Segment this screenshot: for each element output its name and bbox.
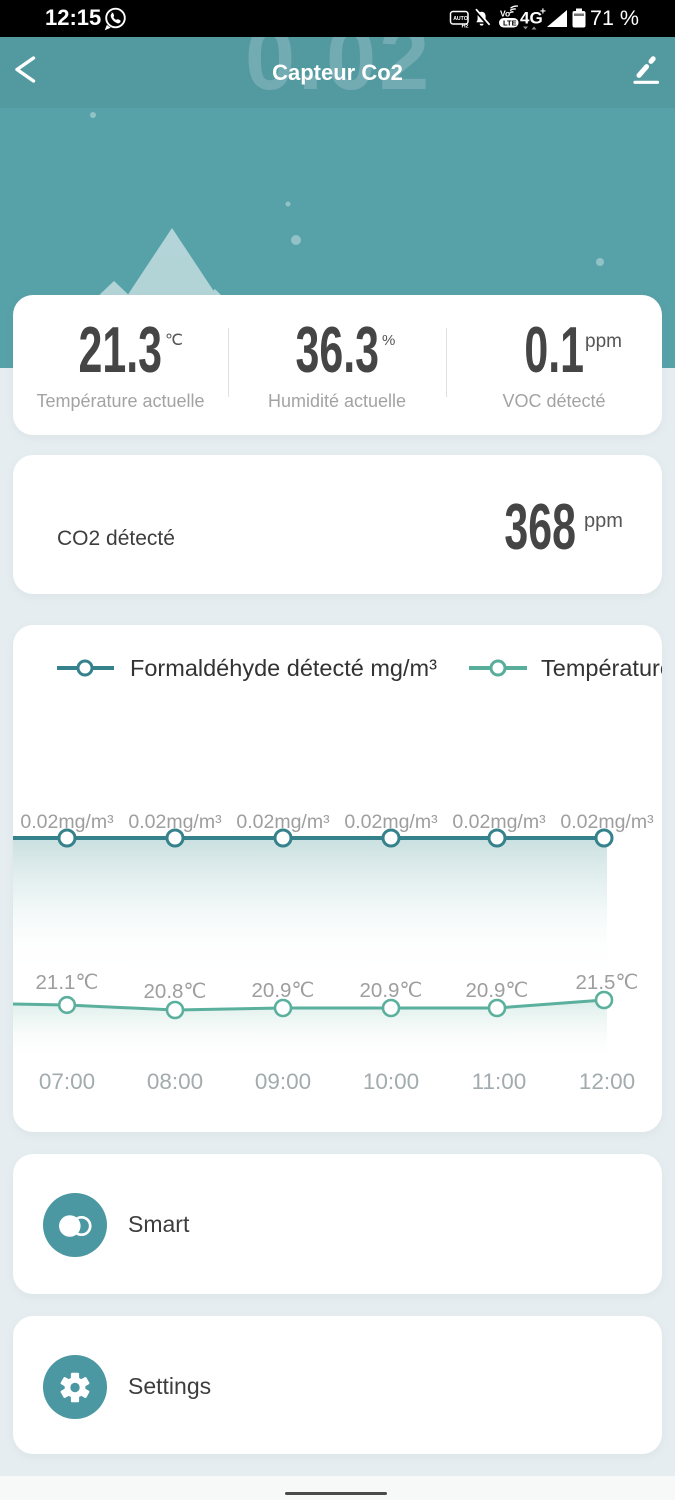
svg-text:12:00: 12:00 bbox=[579, 1069, 635, 1094]
svg-text:LTE: LTE bbox=[503, 19, 517, 28]
svg-text:20.9℃: 20.9℃ bbox=[360, 979, 423, 1002]
svg-text:0.02mg/m³: 0.02mg/m³ bbox=[560, 811, 654, 833]
svg-text:Température actuelle: Température actuelle bbox=[541, 655, 662, 681]
svg-text:20.9℃: 20.9℃ bbox=[466, 979, 529, 1002]
svg-text:07:00: 07:00 bbox=[39, 1069, 95, 1094]
svg-text:0.02mg/m³: 0.02mg/m³ bbox=[236, 811, 330, 833]
svg-text:20.8℃: 20.8℃ bbox=[144, 980, 207, 1003]
svg-text:0.02mg/m³: 0.02mg/m³ bbox=[128, 811, 222, 833]
svg-text:Vo: Vo bbox=[500, 9, 510, 19]
svg-text:+: + bbox=[540, 7, 546, 18]
svg-text:09:00: 09:00 bbox=[255, 1069, 311, 1094]
svg-text:11:00: 11:00 bbox=[472, 1069, 527, 1094]
svg-text:08:00: 08:00 bbox=[147, 1069, 203, 1094]
svg-text:20.9℃: 20.9℃ bbox=[252, 979, 315, 1002]
svg-text:0.02mg/m³: 0.02mg/m³ bbox=[452, 811, 546, 833]
svg-text:Hz: Hz bbox=[462, 24, 469, 30]
svg-text:0.02mg/m³: 0.02mg/m³ bbox=[344, 811, 438, 833]
svg-text:Formaldéhyde détecté mg/m³: Formaldéhyde détecté mg/m³ bbox=[130, 655, 437, 681]
svg-text:0.02mg/m³: 0.02mg/m³ bbox=[20, 811, 114, 833]
svg-text:AUTO: AUTO bbox=[453, 16, 468, 22]
svg-text:71 %: 71 % bbox=[590, 6, 639, 30]
svg-text:10:00: 10:00 bbox=[363, 1069, 419, 1094]
svg-text:21.5℃: 21.5℃ bbox=[576, 971, 639, 994]
svg-text:4G: 4G bbox=[520, 9, 543, 28]
svg-text:21.1℃: 21.1℃ bbox=[36, 971, 99, 994]
